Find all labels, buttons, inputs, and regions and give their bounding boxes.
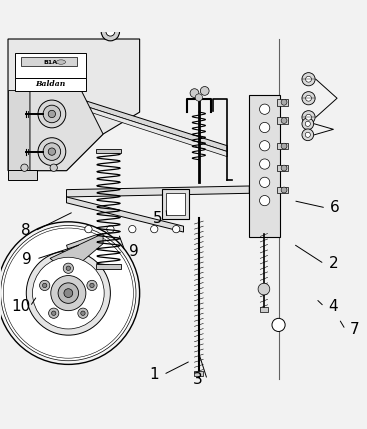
Circle shape	[190, 89, 199, 97]
Circle shape	[306, 114, 312, 120]
Polygon shape	[8, 170, 37, 180]
Circle shape	[305, 132, 310, 137]
Circle shape	[58, 283, 79, 303]
Polygon shape	[66, 234, 99, 251]
Circle shape	[40, 280, 50, 290]
Circle shape	[78, 308, 88, 318]
Circle shape	[281, 187, 287, 193]
Text: 6: 6	[330, 200, 340, 215]
Circle shape	[43, 105, 61, 123]
Text: 9: 9	[22, 251, 32, 266]
Circle shape	[195, 94, 203, 101]
Circle shape	[43, 143, 61, 160]
Text: Baldan: Baldan	[35, 80, 65, 88]
Circle shape	[306, 76, 312, 82]
Text: 9: 9	[129, 244, 139, 259]
Bar	[277, 99, 288, 106]
Circle shape	[0, 222, 139, 364]
Text: 4: 4	[328, 299, 338, 314]
Text: 10: 10	[11, 299, 30, 314]
Circle shape	[259, 141, 270, 151]
Circle shape	[63, 263, 73, 273]
Circle shape	[258, 283, 270, 295]
Polygon shape	[66, 197, 184, 232]
Polygon shape	[81, 105, 228, 157]
Circle shape	[302, 111, 315, 124]
Text: 8: 8	[21, 224, 30, 239]
Circle shape	[200, 87, 209, 95]
Circle shape	[66, 266, 70, 270]
Circle shape	[87, 280, 97, 290]
Circle shape	[305, 121, 310, 127]
Bar	[277, 143, 288, 149]
Bar	[97, 264, 121, 269]
Circle shape	[85, 226, 92, 233]
Bar	[277, 187, 288, 193]
Circle shape	[38, 100, 66, 128]
Circle shape	[302, 118, 314, 130]
Text: 2: 2	[328, 257, 338, 272]
Circle shape	[259, 122, 270, 133]
Circle shape	[272, 318, 285, 332]
Circle shape	[21, 164, 28, 171]
Text: 7: 7	[350, 322, 359, 337]
Text: 3: 3	[193, 372, 203, 387]
Circle shape	[90, 283, 94, 287]
Circle shape	[306, 95, 312, 101]
Polygon shape	[8, 39, 139, 171]
Circle shape	[101, 23, 120, 41]
Polygon shape	[50, 233, 103, 273]
Bar	[161, 189, 189, 219]
Bar	[277, 165, 288, 171]
Circle shape	[3, 228, 134, 358]
Text: 1: 1	[149, 367, 159, 382]
Circle shape	[302, 129, 314, 141]
FancyBboxPatch shape	[15, 53, 86, 78]
Text: 5: 5	[153, 211, 163, 226]
Ellipse shape	[57, 60, 66, 64]
Circle shape	[106, 27, 115, 36]
Circle shape	[259, 104, 270, 114]
Circle shape	[107, 226, 114, 233]
Bar	[166, 193, 185, 214]
Bar	[195, 371, 203, 376]
Circle shape	[48, 308, 59, 318]
Circle shape	[38, 138, 66, 166]
Circle shape	[81, 311, 85, 315]
Circle shape	[259, 177, 270, 187]
Text: B1A: B1A	[43, 60, 57, 64]
Circle shape	[150, 226, 158, 233]
Circle shape	[51, 311, 56, 315]
Circle shape	[259, 159, 270, 169]
Circle shape	[302, 92, 315, 105]
Circle shape	[302, 73, 315, 86]
Circle shape	[26, 251, 110, 335]
FancyBboxPatch shape	[15, 78, 86, 91]
Circle shape	[51, 275, 86, 311]
Circle shape	[129, 226, 136, 233]
Circle shape	[48, 110, 55, 118]
Circle shape	[281, 118, 287, 124]
Polygon shape	[30, 90, 103, 171]
Circle shape	[50, 164, 57, 171]
Bar	[21, 57, 77, 66]
Circle shape	[259, 196, 270, 206]
Circle shape	[33, 257, 104, 329]
Polygon shape	[8, 90, 30, 171]
Circle shape	[281, 100, 287, 105]
Polygon shape	[66, 186, 249, 197]
Circle shape	[1, 226, 136, 361]
Bar	[249, 94, 280, 237]
Circle shape	[281, 165, 287, 171]
Bar	[97, 149, 121, 153]
Circle shape	[48, 148, 55, 155]
Bar	[277, 117, 288, 124]
Circle shape	[172, 226, 180, 233]
Circle shape	[64, 289, 73, 297]
Circle shape	[281, 143, 287, 149]
Bar	[259, 307, 268, 312]
Circle shape	[43, 283, 47, 287]
Polygon shape	[81, 100, 228, 151]
